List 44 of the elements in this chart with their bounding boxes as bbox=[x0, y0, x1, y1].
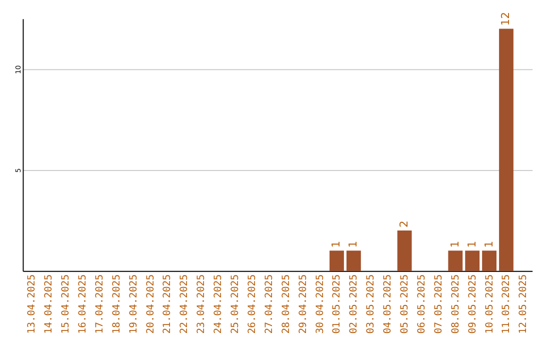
x-tick-label: 13.04.2025 bbox=[26, 274, 38, 334]
bar bbox=[448, 250, 463, 271]
x-tick-label: 18.04.2025 bbox=[111, 274, 122, 334]
x-tick-label: 09.05.2025 bbox=[467, 274, 478, 334]
data-label: 1 bbox=[465, 240, 478, 248]
x-tick-label: 03.05.2025 bbox=[366, 274, 377, 334]
x-tick-label: 10.05.2025 bbox=[484, 274, 496, 334]
data-label: 12 bbox=[499, 12, 512, 26]
x-tick-label: 01.05.2025 bbox=[332, 274, 343, 334]
x-tick-label: 21.04.2025 bbox=[162, 274, 174, 334]
data-label: 1 bbox=[482, 240, 496, 248]
x-tick-label: 17.04.2025 bbox=[94, 274, 106, 334]
bar bbox=[330, 250, 344, 271]
data-label: 1 bbox=[448, 240, 462, 248]
x-tick-label: 06.05.2025 bbox=[416, 274, 428, 334]
x-tick-label: 24.04.2025 bbox=[213, 274, 224, 334]
x-tick-label: 05.05.2025 bbox=[400, 274, 411, 334]
x-tick-label: 23.04.2025 bbox=[196, 274, 208, 334]
x-tick-label: 28.04.2025 bbox=[280, 274, 292, 334]
x-tick-label: 14.04.2025 bbox=[44, 274, 55, 334]
x-tick-label: 02.05.2025 bbox=[348, 274, 360, 334]
data-label: 1 bbox=[330, 240, 343, 248]
x-tick-label: 22.04.2025 bbox=[179, 274, 190, 334]
bar bbox=[499, 28, 514, 271]
x-tick-label: 19.04.2025 bbox=[128, 274, 140, 334]
bar bbox=[397, 230, 412, 271]
x-tick-label: 07.05.2025 bbox=[433, 274, 444, 334]
x-tick-label: 27.04.2025 bbox=[264, 274, 275, 334]
x-tick-label: 20.04.2025 bbox=[145, 274, 156, 334]
x-tick-label: 04.05.2025 bbox=[382, 274, 394, 334]
x-tick-label: 16.04.2025 bbox=[77, 274, 88, 334]
data-label: 1 bbox=[346, 240, 360, 248]
x-tick-label: 11.05.2025 bbox=[501, 274, 512, 334]
x-tick-label: 29.04.2025 bbox=[298, 274, 309, 334]
data-label: 2 bbox=[398, 220, 411, 228]
bar bbox=[465, 250, 480, 271]
x-tick-label: 25.04.2025 bbox=[230, 274, 242, 334]
x-tick-label: 12.05.2025 bbox=[518, 274, 530, 334]
x-tick-label: 08.05.2025 bbox=[450, 274, 462, 334]
x-tick-label: 26.04.2025 bbox=[246, 274, 258, 334]
bar bbox=[346, 250, 361, 271]
x-tick-label: 15.04.2025 bbox=[60, 274, 72, 334]
bar bbox=[482, 250, 496, 271]
x-tick-label: 30.04.2025 bbox=[314, 274, 326, 334]
